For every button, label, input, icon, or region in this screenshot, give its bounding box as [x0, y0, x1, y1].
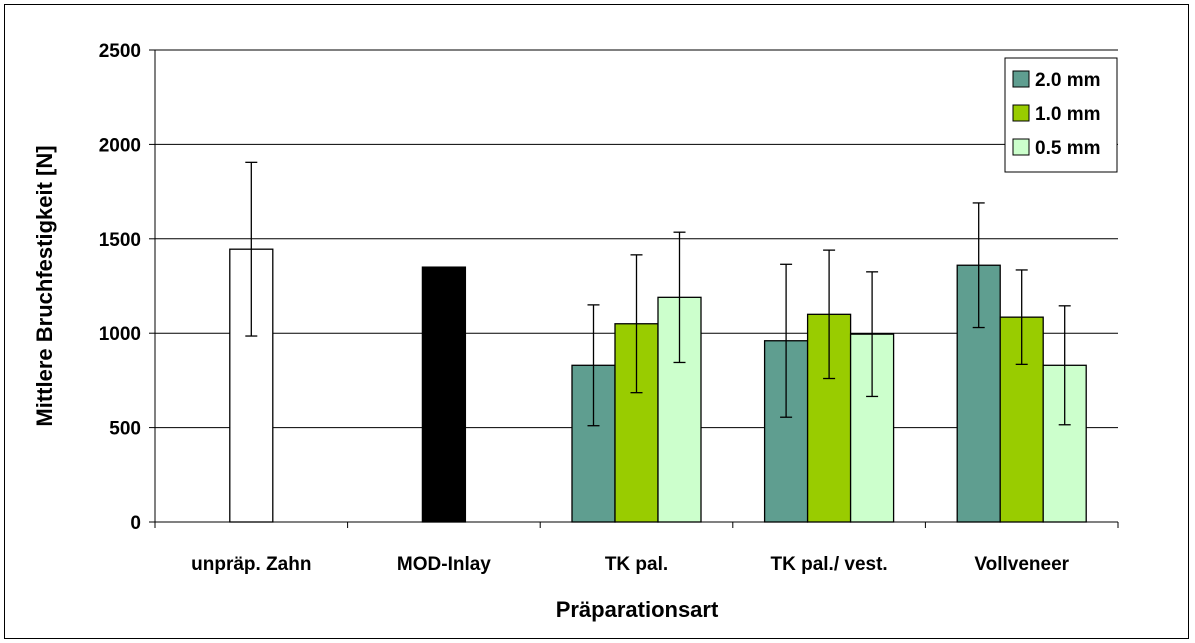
x-tick-labels: unpräp. Zahn MOD-Inlay TK pal. TK pal./ ves…: [191, 554, 1070, 575]
x-tick-label: Vollveneer: [974, 554, 1069, 575]
x-tick-label: MOD-Inlay: [397, 554, 491, 575]
legend-swatch: [1012, 104, 1030, 122]
legend-swatch: [1012, 138, 1030, 156]
legend-label: 1.0 mm: [1035, 104, 1100, 125]
legend-label: 2.0 mm: [1035, 70, 1100, 91]
bar: [421, 266, 467, 523]
error-bars: [245, 161, 1071, 427]
y-tick-label: 2000: [99, 135, 141, 156]
y-tick-label: 1500: [99, 230, 141, 251]
y-tick-labels: 0 500 1000 1500 2000 2500: [99, 41, 141, 534]
x-tick-label: TK pal.: [605, 554, 668, 575]
legend-label: 0.5 mm: [1035, 138, 1100, 159]
axes: [149, 49, 1119, 528]
y-axis-label: Mittlere Bruchfestigkeit [N]: [32, 145, 57, 426]
legend-swatch: [1012, 70, 1030, 88]
x-tick-label: TK pal./ vest.: [770, 554, 887, 575]
y-tick-label: 0: [130, 513, 141, 534]
y-tick-label: 2500: [99, 41, 141, 62]
y-tick-label: 500: [109, 419, 141, 440]
bars: [229, 248, 1087, 523]
legend: 2.0 mm 1.0 mm 0.5 mm: [1004, 57, 1118, 173]
x-axis-label: Präparationsart: [556, 597, 719, 622]
x-tick-label: unpräp. Zahn: [191, 554, 311, 575]
y-tick-label: 1000: [99, 324, 141, 345]
